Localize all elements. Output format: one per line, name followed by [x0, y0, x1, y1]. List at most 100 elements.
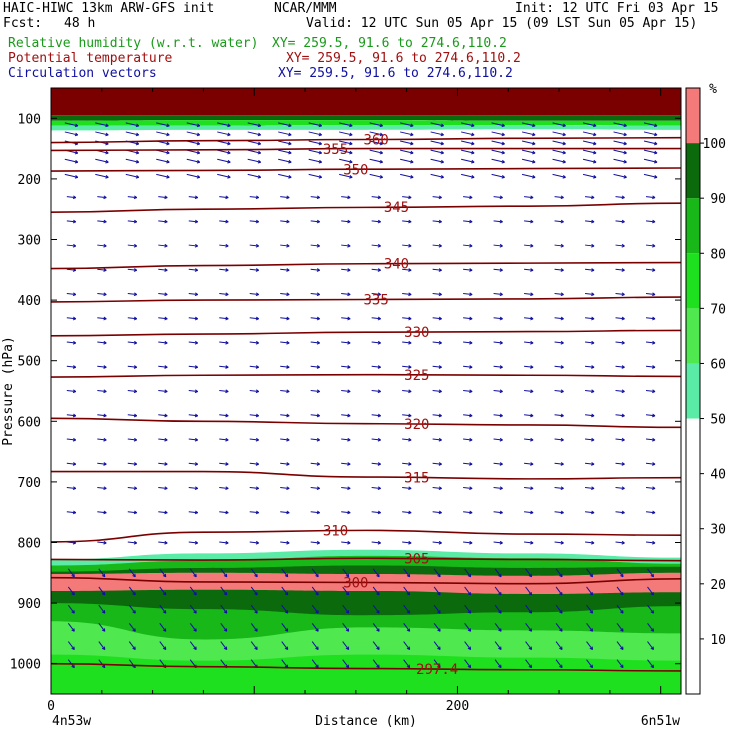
vector-arrow	[432, 268, 442, 272]
vector-arrow	[156, 122, 170, 128]
vector-arrow	[494, 641, 502, 650]
vector-arrow	[128, 641, 136, 650]
vector-arrow	[555, 659, 563, 669]
forecast-hour: 48 h	[64, 16, 96, 31]
vector-arrow	[464, 641, 472, 650]
vector-arrow	[97, 268, 107, 272]
vector-arrow	[280, 243, 290, 248]
vector-arrow	[369, 173, 383, 179]
vector-arrow	[524, 195, 534, 200]
vector-arrow	[402, 268, 412, 272]
vector-arrow	[615, 268, 625, 272]
vector-arrow	[219, 510, 229, 515]
vector-arrow	[645, 219, 656, 224]
vector-arrow	[97, 462, 107, 466]
vector-arrow	[310, 486, 320, 491]
vector-arrow	[280, 365, 290, 369]
vector-arrow	[247, 158, 262, 164]
vector-arrow	[311, 586, 319, 596]
vector-arrow	[493, 486, 503, 491]
vector-arrow	[310, 462, 320, 466]
vector-arrow	[521, 122, 536, 128]
vector-arrow	[219, 437, 229, 442]
vector-arrow	[647, 586, 655, 596]
vector-arrow	[127, 340, 138, 345]
vector-arrow	[461, 122, 475, 128]
vector-arrow	[280, 462, 290, 466]
vector-arrow	[645, 389, 656, 394]
vector-arrow	[402, 389, 412, 394]
vector-arrow	[217, 140, 231, 146]
vector-arrow	[310, 268, 320, 272]
field-name-vectors: Circulation vectors	[8, 66, 157, 81]
vector-arrow	[98, 568, 106, 578]
vector-arrow	[645, 316, 656, 321]
theta-label-325: 325	[404, 368, 429, 384]
vector-arrow	[217, 173, 231, 179]
vector-arrow	[249, 292, 260, 297]
vector-arrow	[493, 219, 503, 224]
vector-arrow	[400, 131, 414, 137]
vector-arrow	[491, 122, 505, 128]
theta-label-355: 355	[323, 142, 348, 158]
vector-arrow	[310, 365, 320, 369]
vector-arrow	[339, 158, 353, 164]
vector-arrow	[127, 316, 138, 321]
vector-arrow	[310, 340, 320, 345]
theta-contour-345	[51, 202, 681, 214]
theta-label-345: 345	[384, 200, 409, 216]
vector-arrow	[250, 604, 258, 614]
y-tick-label: 200	[18, 173, 41, 188]
vector-arrow	[219, 243, 229, 248]
vector-arrow	[584, 437, 595, 442]
vector-arrow	[554, 540, 564, 545]
field-xy-vectors: XY= 259.5, 91.6 to 274.6,110.2	[278, 66, 513, 81]
vector-arrow	[342, 586, 350, 596]
vector-arrow	[64, 122, 79, 128]
vector-arrow	[125, 173, 140, 179]
vector-arrow	[402, 413, 412, 418]
vector-arrow	[281, 641, 289, 650]
vector-arrow	[159, 641, 167, 650]
colorbar-band-100	[686, 88, 700, 144]
vector-arrow	[280, 486, 290, 491]
vector-arrow	[311, 623, 319, 632]
vector-arrow	[189, 641, 197, 650]
vector-arrow	[188, 540, 199, 545]
y-tick-label: 600	[18, 415, 41, 430]
vector-arrow	[219, 195, 229, 200]
vector-arrow	[586, 568, 594, 578]
vector-arrow	[524, 462, 534, 466]
vector-arrow	[310, 316, 320, 321]
vector-arrow	[432, 365, 442, 369]
vector-arrow	[524, 510, 534, 515]
vector-arrow	[582, 173, 597, 179]
vector-arrow	[64, 158, 79, 164]
theta-label-310: 310	[323, 524, 348, 540]
vector-arrow	[341, 462, 351, 466]
vector-arrow	[156, 131, 170, 137]
field-name-rh: Relative humidity (w.r.t. water)	[8, 36, 259, 51]
vector-arrow	[464, 604, 472, 614]
vector-arrow	[341, 268, 351, 272]
vector-arrow	[615, 462, 625, 466]
vector-arrow	[219, 462, 229, 466]
vector-arrow	[463, 316, 473, 321]
vector-arrow	[219, 540, 229, 545]
vector-arrow	[372, 623, 380, 632]
vector-arrow	[280, 195, 290, 200]
vector-arrow	[645, 268, 656, 272]
vector-arrow	[280, 219, 290, 224]
vector-arrow	[339, 149, 353, 155]
vector-arrow	[125, 158, 140, 164]
vector-arrow	[280, 540, 290, 545]
theta-label-315: 315	[404, 471, 429, 487]
vector-arrow	[402, 243, 412, 248]
colorbar-band-90	[686, 143, 700, 199]
vector-arrow	[159, 604, 167, 614]
vector-arrow	[125, 131, 140, 137]
vector-arrow	[616, 568, 624, 578]
vector-arrow	[584, 243, 595, 248]
vector-arrow	[464, 623, 472, 632]
theta-contour-325	[51, 373, 681, 378]
